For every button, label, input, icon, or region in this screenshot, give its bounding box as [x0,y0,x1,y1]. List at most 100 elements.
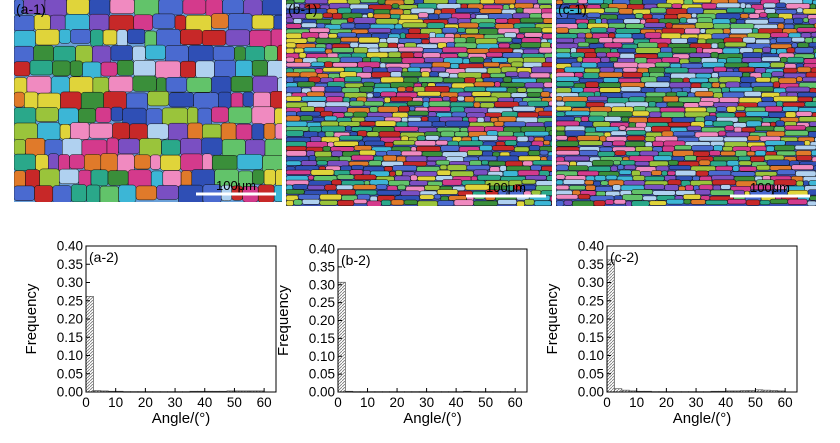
y-tick-label: 0.05 [57,366,83,381]
grain [353,198,368,204]
x-tick-label: 10 [108,395,123,410]
x-tick-label: 30 [168,395,183,410]
y-tick-label: 0.35 [309,259,335,274]
grain [275,169,282,187]
x-tick-label: 30 [689,395,704,410]
grain [548,100,552,107]
grain [811,149,816,156]
grain [542,18,552,24]
grain [806,200,816,206]
y-tick-label: 0.15 [309,331,335,346]
scale-bar-label: 100μm [216,178,256,193]
grain [538,47,552,54]
x-tick-label: 0 [334,395,342,410]
grain [546,175,552,181]
y-tick-label: 0.40 [578,239,604,254]
grain [549,73,552,80]
grain [541,165,552,172]
grain [808,131,816,138]
grain [274,107,282,126]
y-tick-label: 0.20 [57,312,83,327]
y-tick-label: 0.05 [309,367,335,382]
grain [430,66,446,73]
grain [626,130,647,136]
grain [812,0,816,6]
y-tick-label: 0.00 [578,385,604,400]
x-tick-label: 10 [360,395,375,410]
y-tick-label: 0.40 [57,239,83,254]
y-tick-label: 0.00 [57,385,83,400]
grain [802,76,816,82]
grain [337,200,355,206]
grain [549,140,552,147]
grain-map [14,0,282,202]
y-tick-label: 0.05 [578,366,604,381]
grain-map [556,0,816,206]
grain [277,44,282,63]
x-axis-label: Angle/(°) [152,410,211,427]
micrograph-b: (b-1) 100μm [286,0,552,206]
grain [543,81,552,88]
grain [550,43,552,49]
grain [577,41,590,48]
plot-frame [606,245,798,393]
grain [812,37,816,44]
grain [798,116,816,122]
grain [433,194,442,200]
grain [541,27,552,33]
x-tick-label: 20 [659,395,674,410]
grain [277,77,282,95]
panel-label: (c-2) [610,249,639,265]
grain [814,137,816,143]
x-tick-label: 50 [227,395,242,410]
grain [794,144,816,150]
grain [546,155,552,161]
x-tick-label: 40 [197,395,212,410]
grain [771,71,784,77]
grain [812,97,816,103]
y-tick-label: 0.25 [309,295,335,310]
grain [813,165,816,171]
micrograph-label: (b-1) [288,1,318,17]
y-tick-label: 0.15 [57,330,83,345]
grain [548,130,552,136]
grain [551,200,552,206]
grain [623,164,637,170]
grain [549,195,552,202]
x-tick-label: 60 [508,395,523,410]
y-axis-label: Frequency [23,283,40,354]
micrograph-a: (a-1) 100μm [14,0,282,202]
panel-label: (a-2) [89,249,119,265]
grain [796,27,816,33]
y-tick-label: 0.00 [309,385,335,400]
y-tick-label: 0.10 [578,348,604,363]
grain [543,121,552,128]
grain [805,71,816,79]
x-tick-label: 0 [82,395,90,410]
grain [802,8,816,15]
y-tick-label: 0.25 [578,293,604,308]
grain [537,110,552,117]
grain [814,52,816,59]
grain [549,171,552,177]
grain [586,12,601,18]
grain [542,33,552,40]
y-tick-label: 0.20 [309,313,335,328]
y-tick-label: 0.25 [57,293,83,308]
grain [810,32,816,38]
x-tick-label: 20 [138,395,153,410]
y-tick-label: 0.15 [578,330,604,345]
grain [549,92,552,98]
y-tick-label: 0.35 [578,257,604,272]
grain [261,0,282,16]
grain [808,42,816,48]
grain [720,184,731,190]
x-tick-label: 50 [748,395,763,410]
grain [363,101,384,107]
scale-bar-label: 100μm [486,180,526,195]
y-tick-label: 0.35 [57,257,83,272]
y-tick-label: 0.20 [578,312,604,327]
grain [532,160,552,166]
x-axis-label: Angle/(°) [673,410,732,427]
